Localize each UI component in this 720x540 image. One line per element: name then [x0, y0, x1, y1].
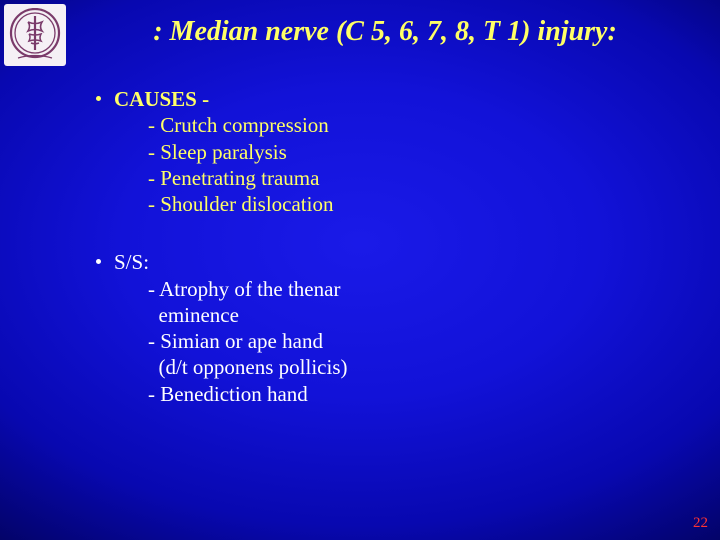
ss-block: S/S: - Atrophy of the thenar eminence - … [114, 249, 347, 407]
cause-item: - Sleep paralysis [148, 139, 347, 165]
page-number: 22 [693, 515, 708, 532]
ss-item: - Benediction hand [148, 381, 347, 407]
cause-item: - Crutch compression [148, 112, 347, 138]
ss-item: - Simian or ape hand [148, 328, 347, 354]
ss-item: - Atrophy of the thenar [148, 276, 347, 302]
causes-list: - Crutch compression - Sleep paralysis -… [114, 112, 347, 217]
bullet-icon [96, 96, 101, 101]
cause-item: - Penetrating trauma [148, 165, 347, 191]
causes-header: CAUSES - [114, 86, 347, 112]
cause-item: - Shoulder dislocation [148, 191, 347, 217]
causes-block: CAUSES - - Crutch compression - Sleep pa… [114, 86, 347, 217]
slide-title: : Median nerve (C 5, 6, 7, 8, T 1) injur… [0, 16, 720, 48]
ss-item: eminence [148, 302, 347, 328]
ss-item: (d/t opponens pollicis) [148, 354, 347, 380]
bullet-icon [96, 259, 101, 264]
ss-header: S/S: [114, 249, 347, 275]
slide-content: CAUSES - - Crutch compression - Sleep pa… [114, 86, 347, 407]
ss-list: - Atrophy of the thenar eminence - Simia… [114, 276, 347, 407]
